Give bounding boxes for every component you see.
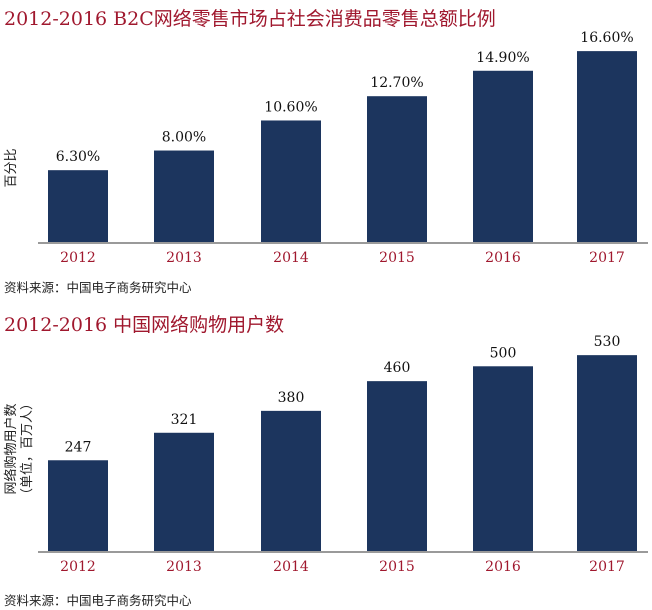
chart1-bar-2017 (577, 51, 637, 243)
chart2-data-label-2015: 460 (384, 360, 411, 376)
chart1-tick-2014: 2014 (273, 250, 309, 266)
chart1-bar-2012 (48, 170, 108, 243)
chart1-tick-2015: 2015 (379, 250, 415, 266)
chart1-title: 2012-2016 B2C网络零售市场占社会消费品零售总额比例 (4, 8, 496, 30)
chart1-tick-2016: 2016 (485, 250, 521, 266)
chart1-plot: 百分比 6.30% 2012 8.00% 2013 10.60% 2014 12.70% 201… (4, 30, 648, 266)
chart1-data-label-2017: 16.60% (580, 30, 633, 46)
chart2-title: 2012-2016 中国网络购物用户数 (4, 314, 285, 336)
chart2-bar-2016 (473, 366, 533, 552)
chart1-bar-2014 (261, 120, 321, 243)
chart2-data-label-2017: 530 (594, 334, 621, 350)
chart1-tick-2013: 2013 (166, 250, 202, 266)
chart2-data-label-2012: 247 (65, 439, 92, 455)
chart2-bar-2012 (48, 460, 108, 552)
chart1-data-label-2013: 8.00% (162, 130, 206, 146)
chart1-bar-2015 (367, 96, 427, 244)
chart2-tick-2012: 2012 (60, 559, 96, 575)
chart2-data-label-2013: 321 (171, 412, 198, 428)
chart1-bar-2016 (473, 70, 533, 243)
chart2-bar-2015 (367, 381, 427, 552)
chart1-source: 资料来源：中国电子商务研究中心 (4, 280, 192, 295)
chart2-bar-2017 (577, 355, 637, 552)
chart2-tick-2013: 2013 (166, 559, 202, 575)
chart2-tick-2017: 2017 (589, 559, 625, 575)
chart2-ylabel-1: （单位，百万人） (20, 397, 35, 501)
chart2-tick-2014: 2014 (273, 559, 309, 575)
chart2-ylabel-0: 网络购物用户数 (3, 403, 19, 494)
chart2-plot: 网络购物用户数 （单位，百万人） 247 2012 321 2013 380 2014 460 2… (3, 334, 648, 575)
chart2-tick-2016: 2016 (485, 559, 521, 575)
chart2-data-label-2016: 500 (490, 345, 517, 361)
chart2-bar-2013 (154, 432, 214, 552)
chart1-bar-2013 (154, 150, 214, 243)
chart2-tick-2015: 2015 (379, 559, 415, 575)
chart1-tick-2017: 2017 (589, 250, 625, 266)
chart1-data-label-2015: 12.70% (370, 75, 423, 91)
chart2-bar-2014 (261, 410, 321, 552)
chart2-data-label-2014: 380 (278, 390, 305, 406)
chart1-data-label-2014: 10.60% (264, 99, 317, 115)
chart1-data-label-2016: 14.90% (476, 50, 529, 66)
chart2-source: 资料来源：中国电子商务研究中心 (4, 593, 192, 608)
chart1-tick-2012: 2012 (60, 250, 96, 266)
chart1-data-label-2012: 6.30% (56, 149, 100, 165)
chart1-ylabel-0: 百分比 (4, 148, 19, 187)
